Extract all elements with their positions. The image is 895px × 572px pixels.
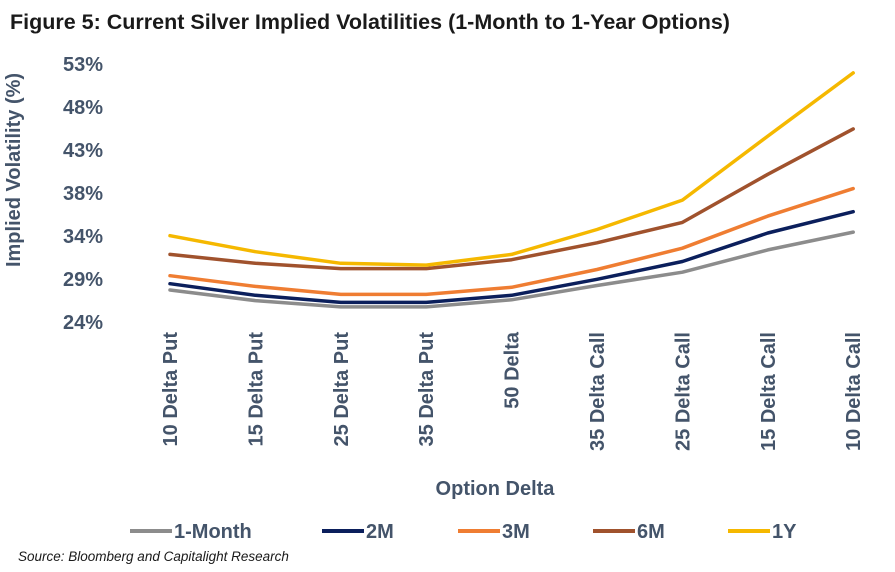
y-axis-ticks: 24% 29% 34% 38% 43% 48% 53%: [63, 54, 103, 334]
x-tick-label: 35 Delta Put: [416, 332, 438, 447]
legend-item: 1Y: [728, 521, 797, 543]
legend-label: 3M: [502, 521, 530, 543]
legend-label: 6M: [637, 521, 665, 543]
x-tick-label: 50 Delta: [502, 331, 524, 409]
source-note: Source: Bloomberg and Capitalight Resear…: [18, 549, 289, 564]
legend-item: 3M: [458, 521, 530, 543]
legend-item: 2M: [322, 521, 394, 543]
y-axis-label: Implied Volatility (%): [3, 73, 25, 267]
x-tick-label: 10 Delta Call: [843, 332, 865, 451]
x-tick-label: 25 Delta Call: [672, 332, 694, 451]
legend-item: 6M: [593, 521, 665, 543]
x-tick-label: 25 Delta Put: [331, 332, 353, 447]
y-tick-label: 34%: [63, 226, 103, 248]
chart-title: Figure 5: Current Silver Implied Volatil…: [10, 10, 730, 34]
x-tick-label: 15 Delta Put: [245, 332, 267, 447]
x-tick-label: 15 Delta Call: [758, 332, 780, 451]
legend-label: 1Y: [772, 521, 797, 543]
x-axis-label: Option Delta: [436, 478, 556, 500]
y-tick-label: 43%: [63, 140, 103, 162]
legend-label: 2M: [366, 521, 394, 543]
x-tick-label: 35 Delta Call: [587, 332, 609, 451]
legend: 1-Month 2M 3M 6M 1Y: [130, 521, 797, 543]
series-line-1y: [168, 71, 855, 267]
y-tick-label: 53%: [63, 54, 103, 76]
x-axis-ticks: 10 Delta Put 15 Delta Put 25 Delta Put 35 D…: [160, 331, 865, 451]
series-lines: [168, 71, 855, 309]
series-line-2m: [168, 209, 855, 305]
legend-label: 1-Month: [174, 521, 252, 543]
series-line-1-month: [168, 230, 855, 309]
legend-item: 1-Month: [130, 521, 252, 543]
x-tick-label: 10 Delta Put: [160, 332, 182, 447]
y-tick-label: 38%: [63, 183, 103, 205]
y-tick-label: 29%: [63, 269, 103, 291]
series-line-6m: [168, 127, 855, 271]
y-tick-label: 24%: [63, 312, 103, 334]
series-line-3m: [168, 186, 855, 297]
y-tick-label: 48%: [63, 97, 103, 119]
